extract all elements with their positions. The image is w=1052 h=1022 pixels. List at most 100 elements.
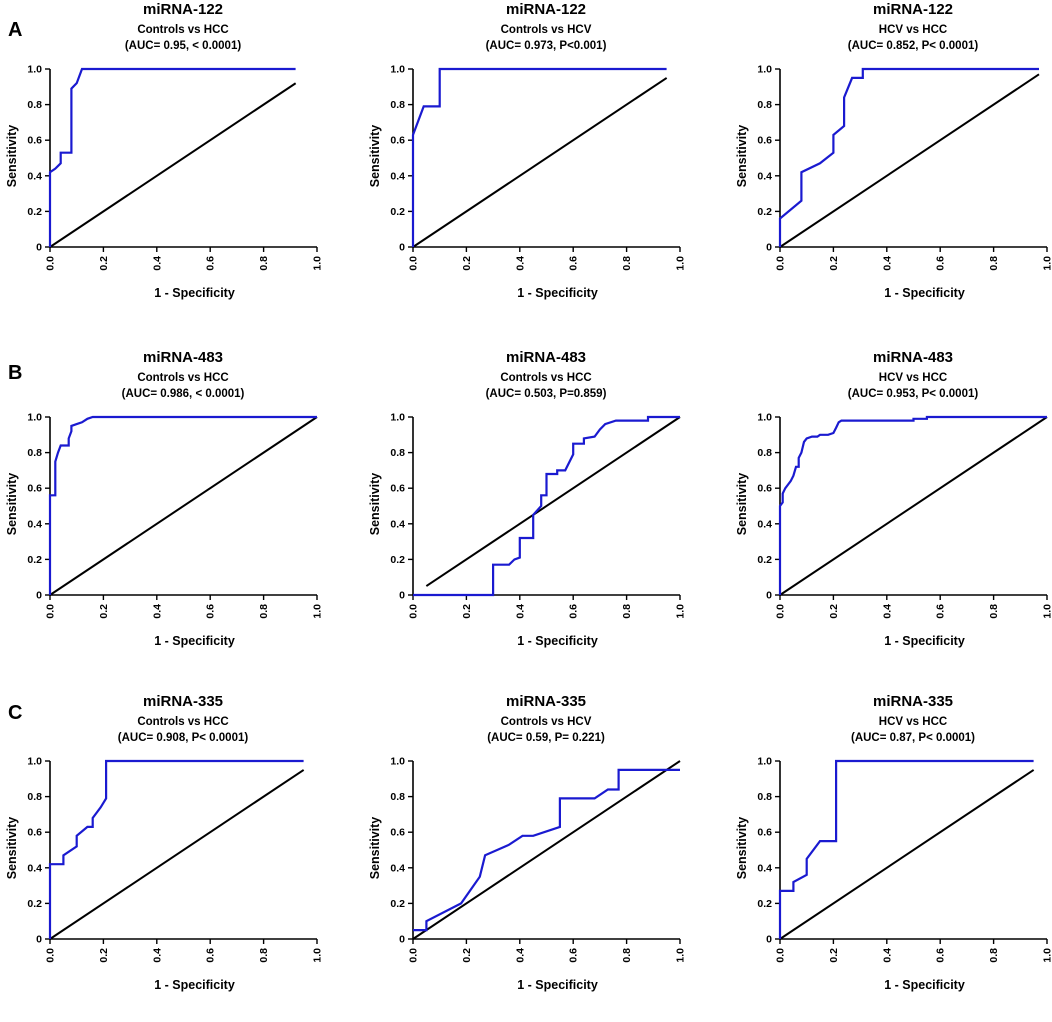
x-tick-label: 0.0 — [45, 604, 57, 619]
chart-subtitle: Controls vs HCC — [137, 716, 228, 728]
x-tick-label: 0.8 — [621, 948, 633, 963]
x-tick-label: 1.0 — [1042, 604, 1052, 619]
x-tick-label: 0.4 — [151, 604, 163, 619]
x-axis-label: 1 - Specificity — [154, 978, 235, 992]
reference-line — [50, 770, 304, 939]
y-tick-label: 0.6 — [757, 135, 772, 147]
y-tick-label: 0 — [399, 242, 405, 254]
x-tick-label: 0.8 — [258, 256, 270, 271]
y-tick-label: 1.0 — [757, 412, 772, 424]
x-tick-label: 0.8 — [988, 948, 1000, 963]
x-tick-label: 1.0 — [675, 948, 687, 963]
chart-stats: (AUC= 0.908, P< 0.0001) — [118, 732, 249, 744]
y-tick-label: 0.4 — [757, 518, 772, 530]
y-tick-label: 0.2 — [390, 554, 405, 566]
y-tick-label: 0.2 — [757, 554, 772, 566]
reference-line — [780, 417, 1047, 595]
y-tick-label: 0.4 — [757, 862, 772, 874]
y-tick-label: 0.8 — [27, 99, 42, 111]
x-axis-label: 1 - Specificity — [884, 978, 965, 992]
roc-curve — [780, 761, 1034, 939]
y-tick-label: 0 — [36, 242, 42, 254]
y-tick-label: 1.0 — [757, 756, 772, 768]
x-tick-label: 0.6 — [205, 604, 217, 619]
reference-line — [50, 417, 317, 595]
x-tick-label: 0.2 — [98, 604, 110, 619]
x-tick-label: 0.2 — [828, 256, 840, 271]
chart-stats: (AUC= 0.95, < 0.0001) — [125, 40, 242, 52]
reference-line — [413, 761, 680, 939]
x-tick-label: 0.0 — [45, 948, 57, 963]
x-axis-label: 1 - Specificity — [884, 286, 965, 300]
y-axis-label: Sensitivity — [735, 473, 749, 536]
chart-title: miRNA-483 — [143, 349, 223, 366]
y-tick-label: 0 — [36, 590, 42, 602]
y-axis-label: Sensitivity — [735, 817, 749, 880]
x-tick-label: 1.0 — [312, 948, 324, 963]
y-tick-label: 1.0 — [27, 756, 42, 768]
x-tick-label: 0.8 — [258, 948, 270, 963]
x-tick-label: 0.8 — [988, 604, 1000, 619]
x-tick-label: 0.4 — [514, 256, 526, 271]
y-axis-label: Sensitivity — [5, 125, 19, 188]
x-tick-label: 0.4 — [881, 948, 893, 963]
y-tick-label: 0.6 — [390, 483, 405, 495]
y-tick-label: 0.4 — [27, 518, 42, 530]
y-tick-label: 0.4 — [390, 170, 405, 182]
chart-subtitle: Controls vs HCV — [501, 24, 592, 36]
x-tick-label: 0.2 — [461, 604, 473, 619]
x-tick-label: 1.0 — [312, 256, 324, 271]
y-axis-label: Sensitivity — [368, 817, 382, 880]
x-tick-label: 0.6 — [935, 256, 947, 271]
y-tick-label: 0.6 — [27, 135, 42, 147]
x-tick-label: 0.0 — [45, 256, 57, 271]
y-axis-label: Sensitivity — [5, 817, 19, 880]
x-tick-label: 0.0 — [408, 256, 420, 271]
y-tick-label: 0.8 — [757, 791, 772, 803]
x-tick-label: 1.0 — [675, 256, 687, 271]
chart-subtitle: HCV vs HCC — [879, 716, 947, 728]
x-tick-label: 1.0 — [675, 604, 687, 619]
chart-stats: (AUC= 0.852, P< 0.0001) — [848, 40, 979, 52]
chart-title: miRNA-122 — [506, 1, 586, 18]
roc-chart: miRNA-122 HCV vs HCC (AUC= 0.852, P< 0.000… — [730, 0, 1052, 330]
reference-line — [413, 78, 667, 247]
x-tick-label: 0.4 — [514, 948, 526, 963]
x-tick-label: 0.4 — [514, 604, 526, 619]
chart-subtitle: HCV vs HCC — [879, 24, 947, 36]
y-tick-label: 0.2 — [27, 554, 42, 566]
x-tick-label: 0.0 — [775, 256, 787, 271]
chart-title: miRNA-483 — [873, 349, 953, 366]
chart-title: miRNA-122 — [873, 1, 953, 18]
y-tick-label: 0.4 — [757, 170, 772, 182]
x-tick-label: 0.8 — [988, 256, 1000, 271]
chart-stats: (AUC= 0.953, P< 0.0001) — [848, 388, 979, 400]
y-tick-label: 0 — [399, 934, 405, 946]
y-tick-label: 0.8 — [390, 791, 405, 803]
x-tick-label: 0.6 — [935, 948, 947, 963]
x-tick-label: 0.6 — [205, 256, 217, 271]
chart-title: miRNA-335 — [506, 693, 586, 710]
roc-curve — [50, 761, 304, 939]
x-tick-label: 1.0 — [1042, 948, 1052, 963]
y-tick-label: 0 — [766, 934, 772, 946]
y-axis-label: Sensitivity — [5, 473, 19, 536]
x-tick-label: 1.0 — [1042, 256, 1052, 271]
chart-title: miRNA-483 — [506, 349, 586, 366]
y-tick-label: 1.0 — [390, 64, 405, 76]
y-tick-label: 1.0 — [27, 64, 42, 76]
y-tick-label: 0.8 — [390, 99, 405, 111]
y-tick-label: 0 — [766, 590, 772, 602]
y-tick-label: 0 — [399, 590, 405, 602]
x-tick-label: 0.2 — [98, 948, 110, 963]
chart-title: miRNA-122 — [143, 1, 223, 18]
